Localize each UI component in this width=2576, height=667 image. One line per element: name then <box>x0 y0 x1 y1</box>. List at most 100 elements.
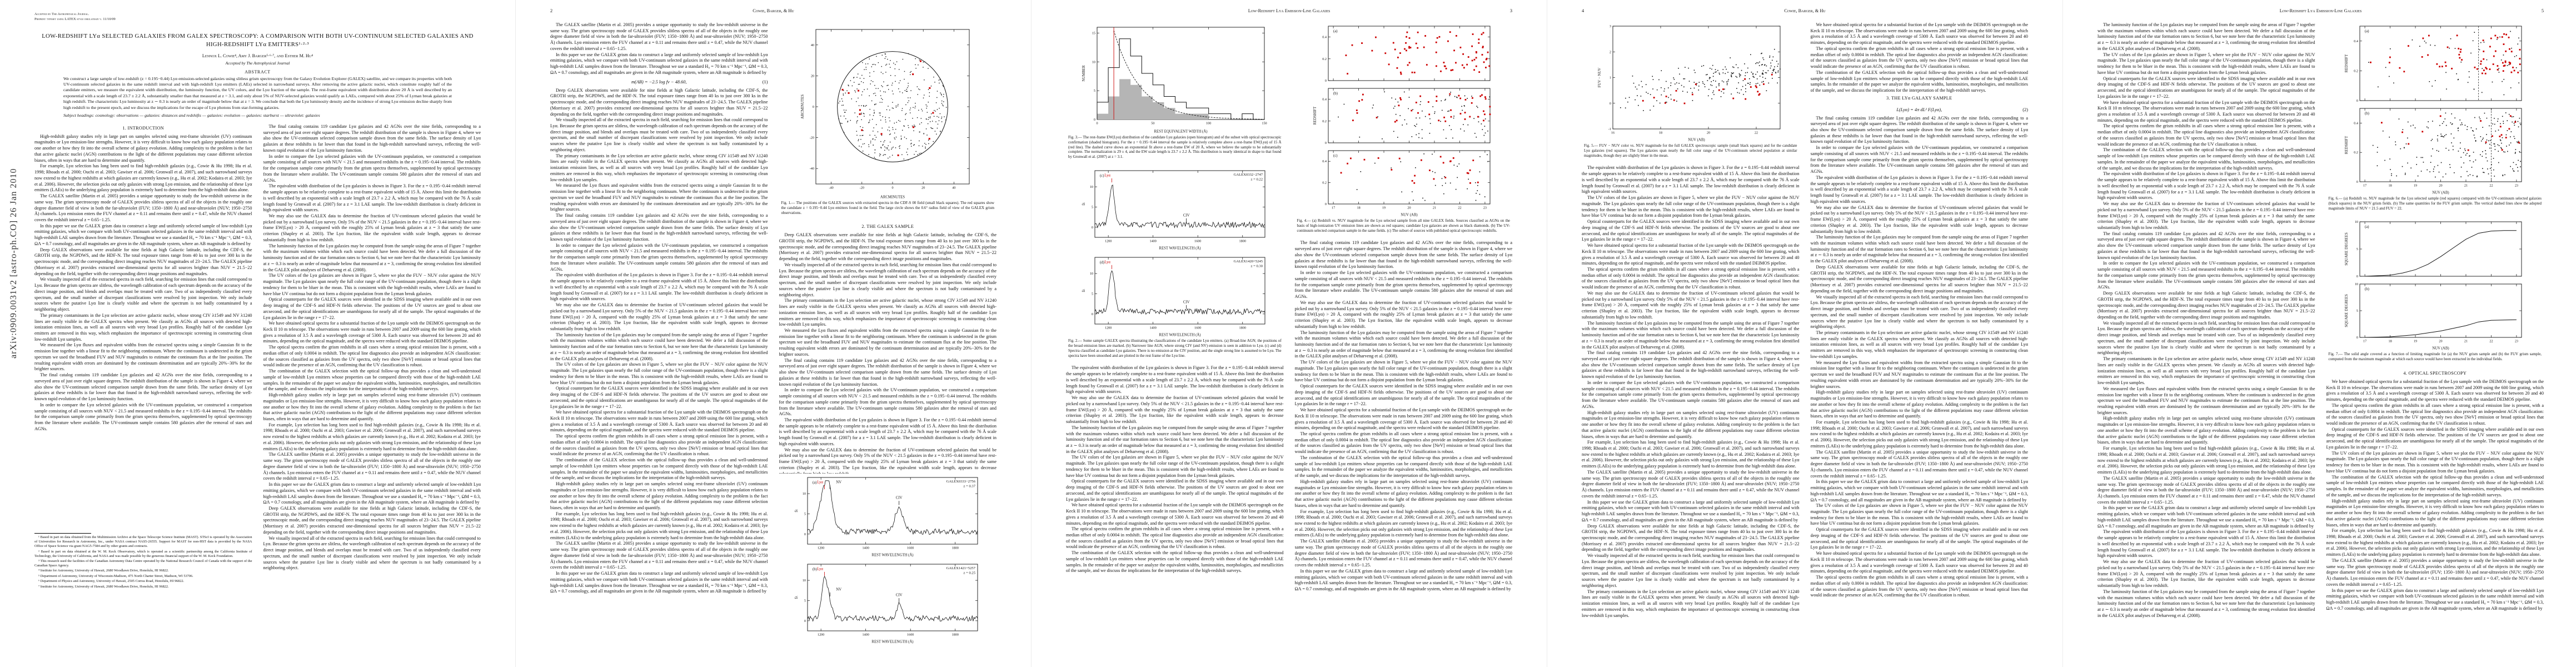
footnotes: ¹ Based in part on data obtained from th… <box>34 535 252 589</box>
page4-text-left: The equivalent width distribution of the… <box>1582 165 1800 647</box>
accepted-note: Accepted by The Astrophysical Journal <box>225 60 290 66</box>
paragraph: The equivalent width distribution of the… <box>550 272 768 302</box>
paragraph: We visually inspected all of the extract… <box>1810 294 2029 330</box>
fig2d-spectrum-chart: 1200 1400 1600 1800 0 5 10 REST WAVELENGTH (Å) f… <box>1066 254 1284 337</box>
paragraph: The GALEX satellite (Martin et al. 2005)… <box>2097 475 2315 505</box>
svg-text:23: 23 <box>2515 340 2518 344</box>
fig4a-scatter-chart: 0 0.2 0.4 (a) <box>1295 23 1513 85</box>
svg-text:0: 0 <box>1325 141 1327 145</box>
svg-text:17: 17 <box>2363 184 2366 188</box>
paragraph: Deep GALEX observations were available f… <box>779 232 997 262</box>
paragraph: ⁶ Department of Physics and Astronomy, U… <box>38 579 185 584</box>
svg-text:0: 0 <box>813 105 814 109</box>
paragraph: In this paper we use the GALEX grism dat… <box>1582 499 1800 522</box>
paragraph: The equivalent width distribution of the… <box>263 183 481 213</box>
paragraph: High-redshift galaxy studies rely in lar… <box>1294 479 1513 508</box>
paragraph: Optical counterparts for the GALEX sourc… <box>2326 426 2544 450</box>
svg-text:1600: 1600 <box>1194 326 1201 330</box>
figure-4: 0 0.2 0.4 (a) 0 0.2 0.4 REDSHIFT (b) 17 18 19 20 21… <box>1295 23 1513 237</box>
paragraph: The final catalog contains 119 candidate… <box>263 124 481 153</box>
svg-text:0: 0 <box>2356 180 2358 184</box>
paragraph: The luminosity function of the Lyα galax… <box>1066 425 1284 454</box>
paragraph: The luminosity function of the Lyα galax… <box>550 332 768 361</box>
paragraph: The UV colors of the Lyα galaxies are sh… <box>1066 455 1284 478</box>
page1-left-column: 1. INTRODUCTION High-redshift galaxy stu… <box>34 124 252 590</box>
paragraph: The equivalent width distribution of the… <box>1810 175 2029 204</box>
svg-text:0: 0 <box>804 619 806 623</box>
page-number: 2 <box>550 8 553 13</box>
svg-text:NUMBER: NUMBER <box>1082 65 1086 82</box>
page2-text-a: The GALEX satellite (Martin et al. 2005)… <box>550 22 768 76</box>
svg-text:22: 22 <box>2490 340 2493 344</box>
typeset-line: Preprint typeset using LATEX style emula… <box>34 17 116 21</box>
paragraph: We have obtained optical spectra for a s… <box>1810 22 2029 46</box>
svg-text:18: 18 <box>1357 206 1361 210</box>
paragraph: The GALEX satellite (Martin et al. 2005)… <box>34 193 252 223</box>
fig7a-steps-chart: 0 5 10 SQUARE DEGREES (a) <box>2326 218 2544 281</box>
svg-text:CIV: CIV <box>1183 214 1190 218</box>
svg-text:NV: NV <box>836 480 842 484</box>
paragraph: We may also use the GALEX data to determ… <box>2097 559 2315 589</box>
paragraph: In this paper we use the GALEX grism dat… <box>2097 505 2315 529</box>
paragraph: We have obtained optical spectra for a s… <box>1810 551 2029 574</box>
svg-text:z = 0.22: z = 0.22 <box>1250 178 1262 182</box>
paragraph: The final catalog contains 119 candidate… <box>1294 240 1513 270</box>
paragraph: In order to compare the Lyα selected gal… <box>34 402 252 431</box>
svg-text:0: 0 <box>2356 275 2358 278</box>
svg-text:REDSHIFT: REDSHIFT <box>1313 106 1317 125</box>
paragraph: In this paper we use the GALEX grism dat… <box>550 571 768 594</box>
svg-text:0.2: 0.2 <box>1323 57 1327 61</box>
svg-text:0.2: 0.2 <box>1323 181 1327 185</box>
svg-text:REDSHIFT: REDSHIFT <box>2345 136 2349 154</box>
svg-text:0: 0 <box>804 532 806 536</box>
svg-text:GALEX1420+5245: GALEX1420+5245 <box>1233 260 1263 263</box>
svg-text:1200: 1200 <box>818 633 824 637</box>
svg-text:(a): (a) <box>2365 29 2369 33</box>
svg-text:10: 10 <box>1092 60 1095 64</box>
svg-text:1400: 1400 <box>1149 326 1156 330</box>
svg-text:20: 20 <box>921 186 925 190</box>
paragraph: High-redshift galaxy studies rely in lar… <box>2097 416 2315 445</box>
svg-text:ARCMINUTES: ARCMINUTES <box>801 94 805 119</box>
page3-text-left: The equivalent width distribution of the… <box>1066 365 1284 647</box>
paragraph: For example, Lyα selection has long been… <box>263 422 481 451</box>
svg-text:3: 3 <box>1610 24 1611 28</box>
svg-text:0: 0 <box>1325 79 1327 83</box>
paragraph: We measured the Lyα fluxes and equivalen… <box>779 327 997 357</box>
paragraph: In order to compare the Lyα selected gal… <box>2097 261 2315 290</box>
paragraph: The combination of the GALEX selection w… <box>263 369 481 392</box>
fig2-caption: Fig. 2.— Some sample GALEX spectra illus… <box>1068 339 1282 358</box>
paragraph: The primary contaminants in the Lyα sele… <box>2097 356 2315 386</box>
paragraph: High-redshift galaxy studies rely in lar… <box>1582 410 1800 439</box>
fig3-caption: Fig. 3.— The rest-frame EW(Lyα) distribu… <box>1068 136 1282 160</box>
paragraph: In order to compare the Lyα selected gal… <box>263 153 481 183</box>
page4-text-right-a: We have obtained optical spectra for a s… <box>1811 22 2029 94</box>
svg-text:0.2: 0.2 <box>2354 69 2359 73</box>
paragraph: We visually inspected all of the extract… <box>263 535 481 571</box>
paragraph: The combination of the GALEX selection w… <box>1294 455 1513 479</box>
svg-text:20: 20 <box>2439 340 2443 344</box>
svg-text:Lyα: Lyα <box>1104 261 1110 265</box>
paragraph: The UV colors of the Lyα galaxies are sh… <box>550 362 768 385</box>
paragraph: The final catalog contains 119 candidate… <box>1810 115 2029 145</box>
page2-text-right: Deep GALEX observations were available f… <box>779 232 997 474</box>
svg-text:(a): (a) <box>2365 225 2369 229</box>
section-1-heading: 1. INTRODUCTION <box>122 126 165 131</box>
svg-text:Lyα: Lyα <box>817 480 823 484</box>
fig1-skymap-chart: -40 -20 0 20 40 -40 -20 0 20 40 ARCMINUTES ARCMINUT… <box>779 23 997 200</box>
svg-text:REST WAVELENGTH (Å): REST WAVELENGTH (Å) <box>872 640 914 644</box>
section-4-heading: 4. OPTICAL SPECTROSCOPY <box>2403 371 2467 376</box>
fig6b-scatter-chart: 17 18 19 20 21 22 23 0 0.2 0.4 NUV (AB) REDSHIFT (b) <box>2326 105 2544 195</box>
svg-text:50: 50 <box>1151 122 1154 126</box>
paragraph: We may also use the GALEX data to determ… <box>1810 205 2029 234</box>
svg-text:1400: 1400 <box>863 633 869 637</box>
paragraph: For example, Lyα selection has long been… <box>1810 420 2029 449</box>
svg-text:-40: -40 <box>829 186 834 190</box>
paragraph: Optical counterparts for the GALEX sourc… <box>1582 219 1800 242</box>
paragraph: The combination of the GALEX selection w… <box>2326 474 2544 497</box>
title-block: LOW-REDSHIFT LYα SELECTED GALAXIES FROM … <box>34 32 481 118</box>
svg-text:fλ: fλ <box>795 509 799 512</box>
svg-text:0.4: 0.4 <box>1323 36 1327 39</box>
svg-text:0.4: 0.4 <box>1323 98 1327 102</box>
svg-text:5: 5 <box>804 599 806 603</box>
